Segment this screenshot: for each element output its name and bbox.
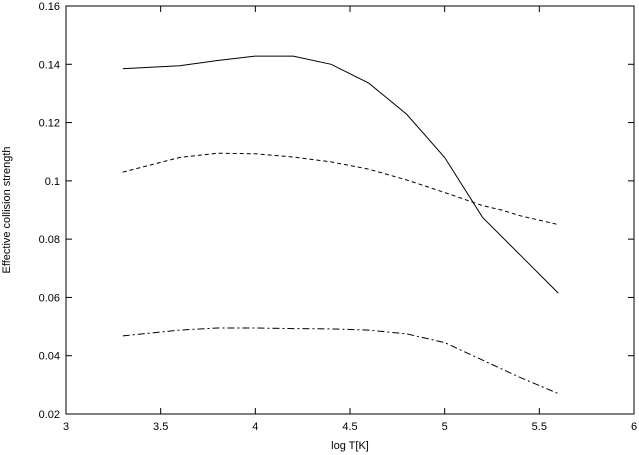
series-line-2	[122, 152, 559, 226]
y-axis: 0.02 0.04 0.06 0.08 0.1 0.12 0.14 0.16	[39, 1, 634, 421]
x-axis: 3 3.5 4 4.5 5 5.5 6	[63, 6, 637, 433]
series-layer	[122, 55, 559, 395]
y-tick-label: 0.16	[39, 1, 60, 13]
series-line-1	[122, 55, 559, 294]
y-tick-label: 0.14	[39, 59, 60, 71]
x-axis-label: log T[K]	[331, 440, 369, 452]
y-axis-label: Effective collision strength	[1, 147, 13, 274]
series-line-3	[122, 327, 559, 395]
y-tick-label: 0.02	[39, 409, 60, 421]
x-tick-label: 4.5	[342, 421, 357, 433]
x-tick-label: 3	[63, 421, 69, 433]
x-tick-label: 3.5	[153, 421, 168, 433]
x-tick-label: 5.5	[532, 421, 547, 433]
y-tick-label: 0.06	[39, 292, 60, 304]
y-tick-label: 0.1	[45, 176, 60, 188]
y-tick-label: 0.08	[39, 234, 60, 246]
x-tick-label: 5	[442, 421, 448, 433]
y-tick-label: 0.12	[39, 118, 60, 130]
x-tick-label: 4	[252, 421, 258, 433]
x-tick-label: 6	[631, 421, 637, 433]
y-tick-label: 0.04	[39, 351, 60, 363]
